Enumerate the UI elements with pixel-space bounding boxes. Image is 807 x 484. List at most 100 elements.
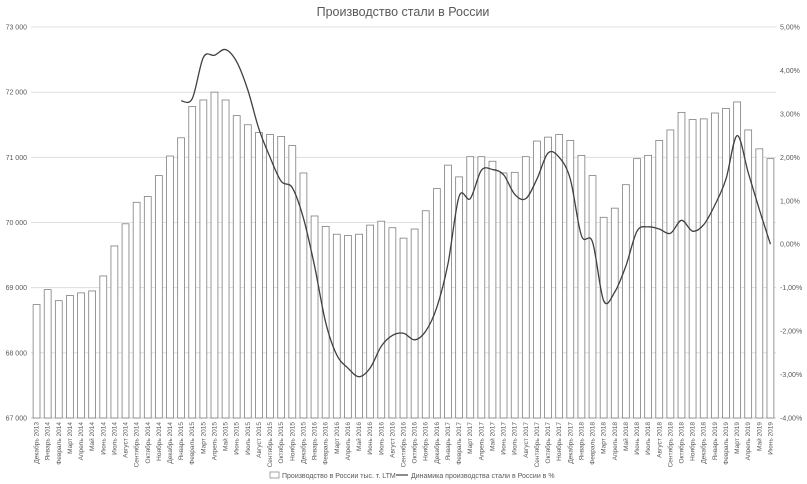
bar [88, 290, 96, 419]
x-tick-label: Ноябрь 2018 [689, 422, 697, 461]
bar [510, 171, 519, 419]
x-tick-label: Июнь 2018 [634, 422, 641, 455]
bar [599, 216, 608, 419]
bar [633, 158, 641, 419]
x-tick-label: Июль 2017 [512, 422, 519, 455]
y2-tick-label: -3,00% [780, 372, 802, 379]
x-tick-label: Декабрь 2017 [566, 422, 574, 464]
bar [210, 91, 219, 419]
x-tick-label: Июль 2015 [245, 422, 252, 455]
bar [622, 184, 630, 419]
bar [288, 145, 297, 419]
x-tick-label: Февраль 2016 [323, 422, 330, 465]
bar [455, 176, 463, 419]
bar [332, 233, 341, 419]
bar [299, 172, 308, 419]
x-tick-label: Декабрь 2015 [299, 422, 307, 464]
bar [54, 300, 63, 419]
x-tick-label: Июль 2016 [378, 422, 385, 455]
bar [188, 106, 197, 419]
y-tick-label: 67 000 [6, 416, 28, 423]
x-tick-label: Май 2015 [222, 422, 230, 451]
bar [666, 129, 675, 419]
x-tick-label: Апрель 2018 [612, 422, 619, 461]
bar [310, 215, 319, 419]
x-tick-label: Февраль 2018 [590, 422, 597, 465]
bar [132, 201, 141, 419]
x-tick-label: Август 2014 [123, 422, 130, 458]
y2-tick-label: 3,00% [780, 111, 800, 118]
x-tick-label: Июль 2014 [111, 422, 118, 455]
x-tick-label: Сентябрь 2016 [400, 422, 408, 468]
x-tick-label: Июнь 2017 [501, 422, 508, 455]
bar [755, 148, 764, 419]
bar [99, 275, 108, 419]
bar [466, 156, 475, 419]
x-tick-label: Сентябрь 2018 [666, 422, 674, 468]
bar [733, 101, 741, 419]
bar [588, 175, 597, 419]
bar [277, 136, 286, 419]
x-tick-label: Июнь 2014 [100, 422, 107, 455]
y-tick-label: 70 000 [6, 220, 28, 227]
x-tick-label: Май 2016 [355, 422, 363, 451]
bar [355, 233, 363, 419]
bar [143, 196, 152, 419]
bar [344, 235, 352, 419]
x-tick-label: Февраль 2014 [56, 422, 63, 465]
x-tick-label: Январь 2016 [312, 422, 319, 461]
bar [155, 175, 163, 419]
x-axis: Декабрь 2013 Январь 2014 Февраль 2014 Март … [33, 422, 775, 468]
bar [232, 115, 241, 419]
bar [399, 237, 408, 419]
x-tick-label: Май 2018 [622, 422, 630, 451]
bar [722, 108, 730, 419]
x-tick-label: Август 2015 [256, 422, 263, 458]
bar [32, 304, 41, 419]
x-tick-label: Февраль 2019 [723, 422, 730, 465]
x-tick-label: Ноябрь 2017 [555, 422, 563, 461]
bar [199, 99, 208, 419]
x-tick-label: Июнь 2019 [767, 422, 774, 455]
y2-tick-label: 4,00% [780, 68, 800, 75]
y-tick-label: 72 000 [6, 90, 28, 97]
bar [255, 132, 263, 419]
y-tick-label: 69 000 [6, 285, 28, 292]
x-tick-label: Октябрь 2018 [677, 422, 685, 464]
bar [266, 134, 274, 419]
legend-swatch-bar [269, 471, 280, 479]
x-tick-label: Май 2017 [488, 422, 496, 451]
y-tick-label: 73 000 [6, 25, 28, 32]
bar [644, 154, 652, 419]
y-axis-right: -4,00% -3,00% -2,00% -1,00% 0,00% 1,00% 2,00% 3… [780, 25, 802, 423]
x-tick-label: Апрель 2019 [745, 422, 752, 461]
x-tick-label: Декабрь 2014 [166, 422, 174, 464]
x-tick-label: Февраль 2015 [189, 422, 196, 465]
line-path [180, 48, 772, 378]
x-tick-label: Март 2018 [601, 422, 608, 454]
bar [555, 134, 564, 419]
bar [221, 99, 230, 419]
line-series [180, 48, 772, 378]
bar [477, 156, 486, 419]
legend: Производство в России тыс. т. LTM Динами… [269, 471, 555, 480]
bar [577, 154, 586, 419]
x-tick-label: Октябрь 2014 [144, 422, 152, 464]
legend-label-bar: Производство в России тыс. т. LTM [282, 473, 396, 480]
bar [655, 139, 664, 419]
bar [533, 140, 541, 419]
x-tick-label: Февраль 2017 [456, 422, 463, 465]
bar [166, 155, 174, 419]
bar [499, 172, 508, 419]
bar [377, 220, 386, 419]
bar [677, 111, 686, 419]
y2-tick-label: 0,00% [780, 242, 800, 249]
bar [366, 224, 374, 419]
bar [433, 188, 441, 419]
bar [66, 295, 74, 419]
x-tick-label: Август 2018 [656, 422, 663, 458]
y-tick-label: 71 000 [6, 155, 28, 162]
x-tick-label: Сентябрь 2017 [533, 422, 541, 468]
x-tick-label: Ноябрь 2014 [155, 422, 163, 461]
